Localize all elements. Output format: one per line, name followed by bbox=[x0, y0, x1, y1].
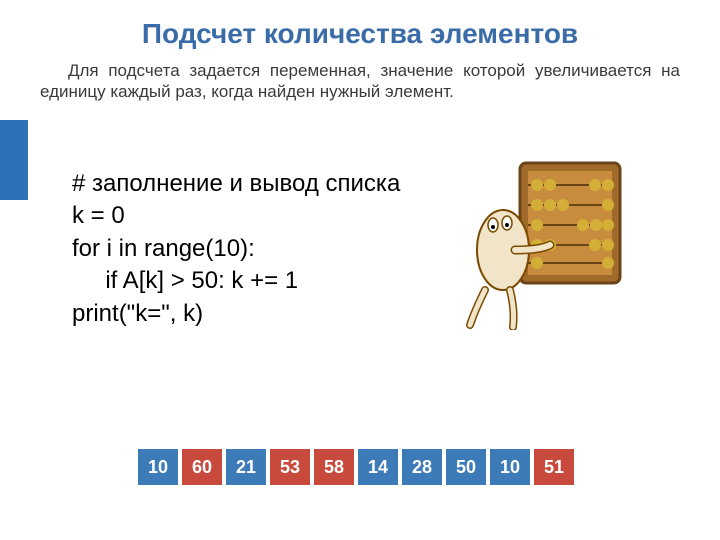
code-line-4: if A[k] > 50: k += 1 bbox=[72, 265, 400, 297]
code-line-2: k = 0 bbox=[72, 200, 400, 232]
array-cell-0: 10 bbox=[138, 449, 178, 485]
description-text: Для подсчета задается переменная, значен… bbox=[0, 60, 720, 103]
array-cell-8: 10 bbox=[490, 449, 530, 485]
array-cell-9: 51 bbox=[534, 449, 574, 485]
array-cell-5: 14 bbox=[358, 449, 398, 485]
array-cell-2: 21 bbox=[226, 449, 266, 485]
code-line-1: # заполнение и вывод списка bbox=[72, 168, 400, 200]
array-cell-3: 53 bbox=[270, 449, 310, 485]
code-block: # заполнение и вывод списка k = 0 for i … bbox=[72, 168, 400, 330]
array-cell-1: 60 bbox=[182, 449, 222, 485]
array-row: 10 60 21 53 58 14 28 50 10 51 bbox=[138, 449, 574, 485]
array-cell-6: 28 bbox=[402, 449, 442, 485]
side-accent-bar bbox=[0, 120, 28, 200]
page-title: Подсчет количества элементов bbox=[0, 0, 720, 60]
array-cell-7: 50 bbox=[446, 449, 486, 485]
code-line-5: print("k=", k) bbox=[72, 298, 400, 330]
code-line-3: for i in range(10): bbox=[72, 233, 400, 265]
abacus-illustration bbox=[465, 155, 630, 330]
array-cell-4: 58 bbox=[314, 449, 354, 485]
